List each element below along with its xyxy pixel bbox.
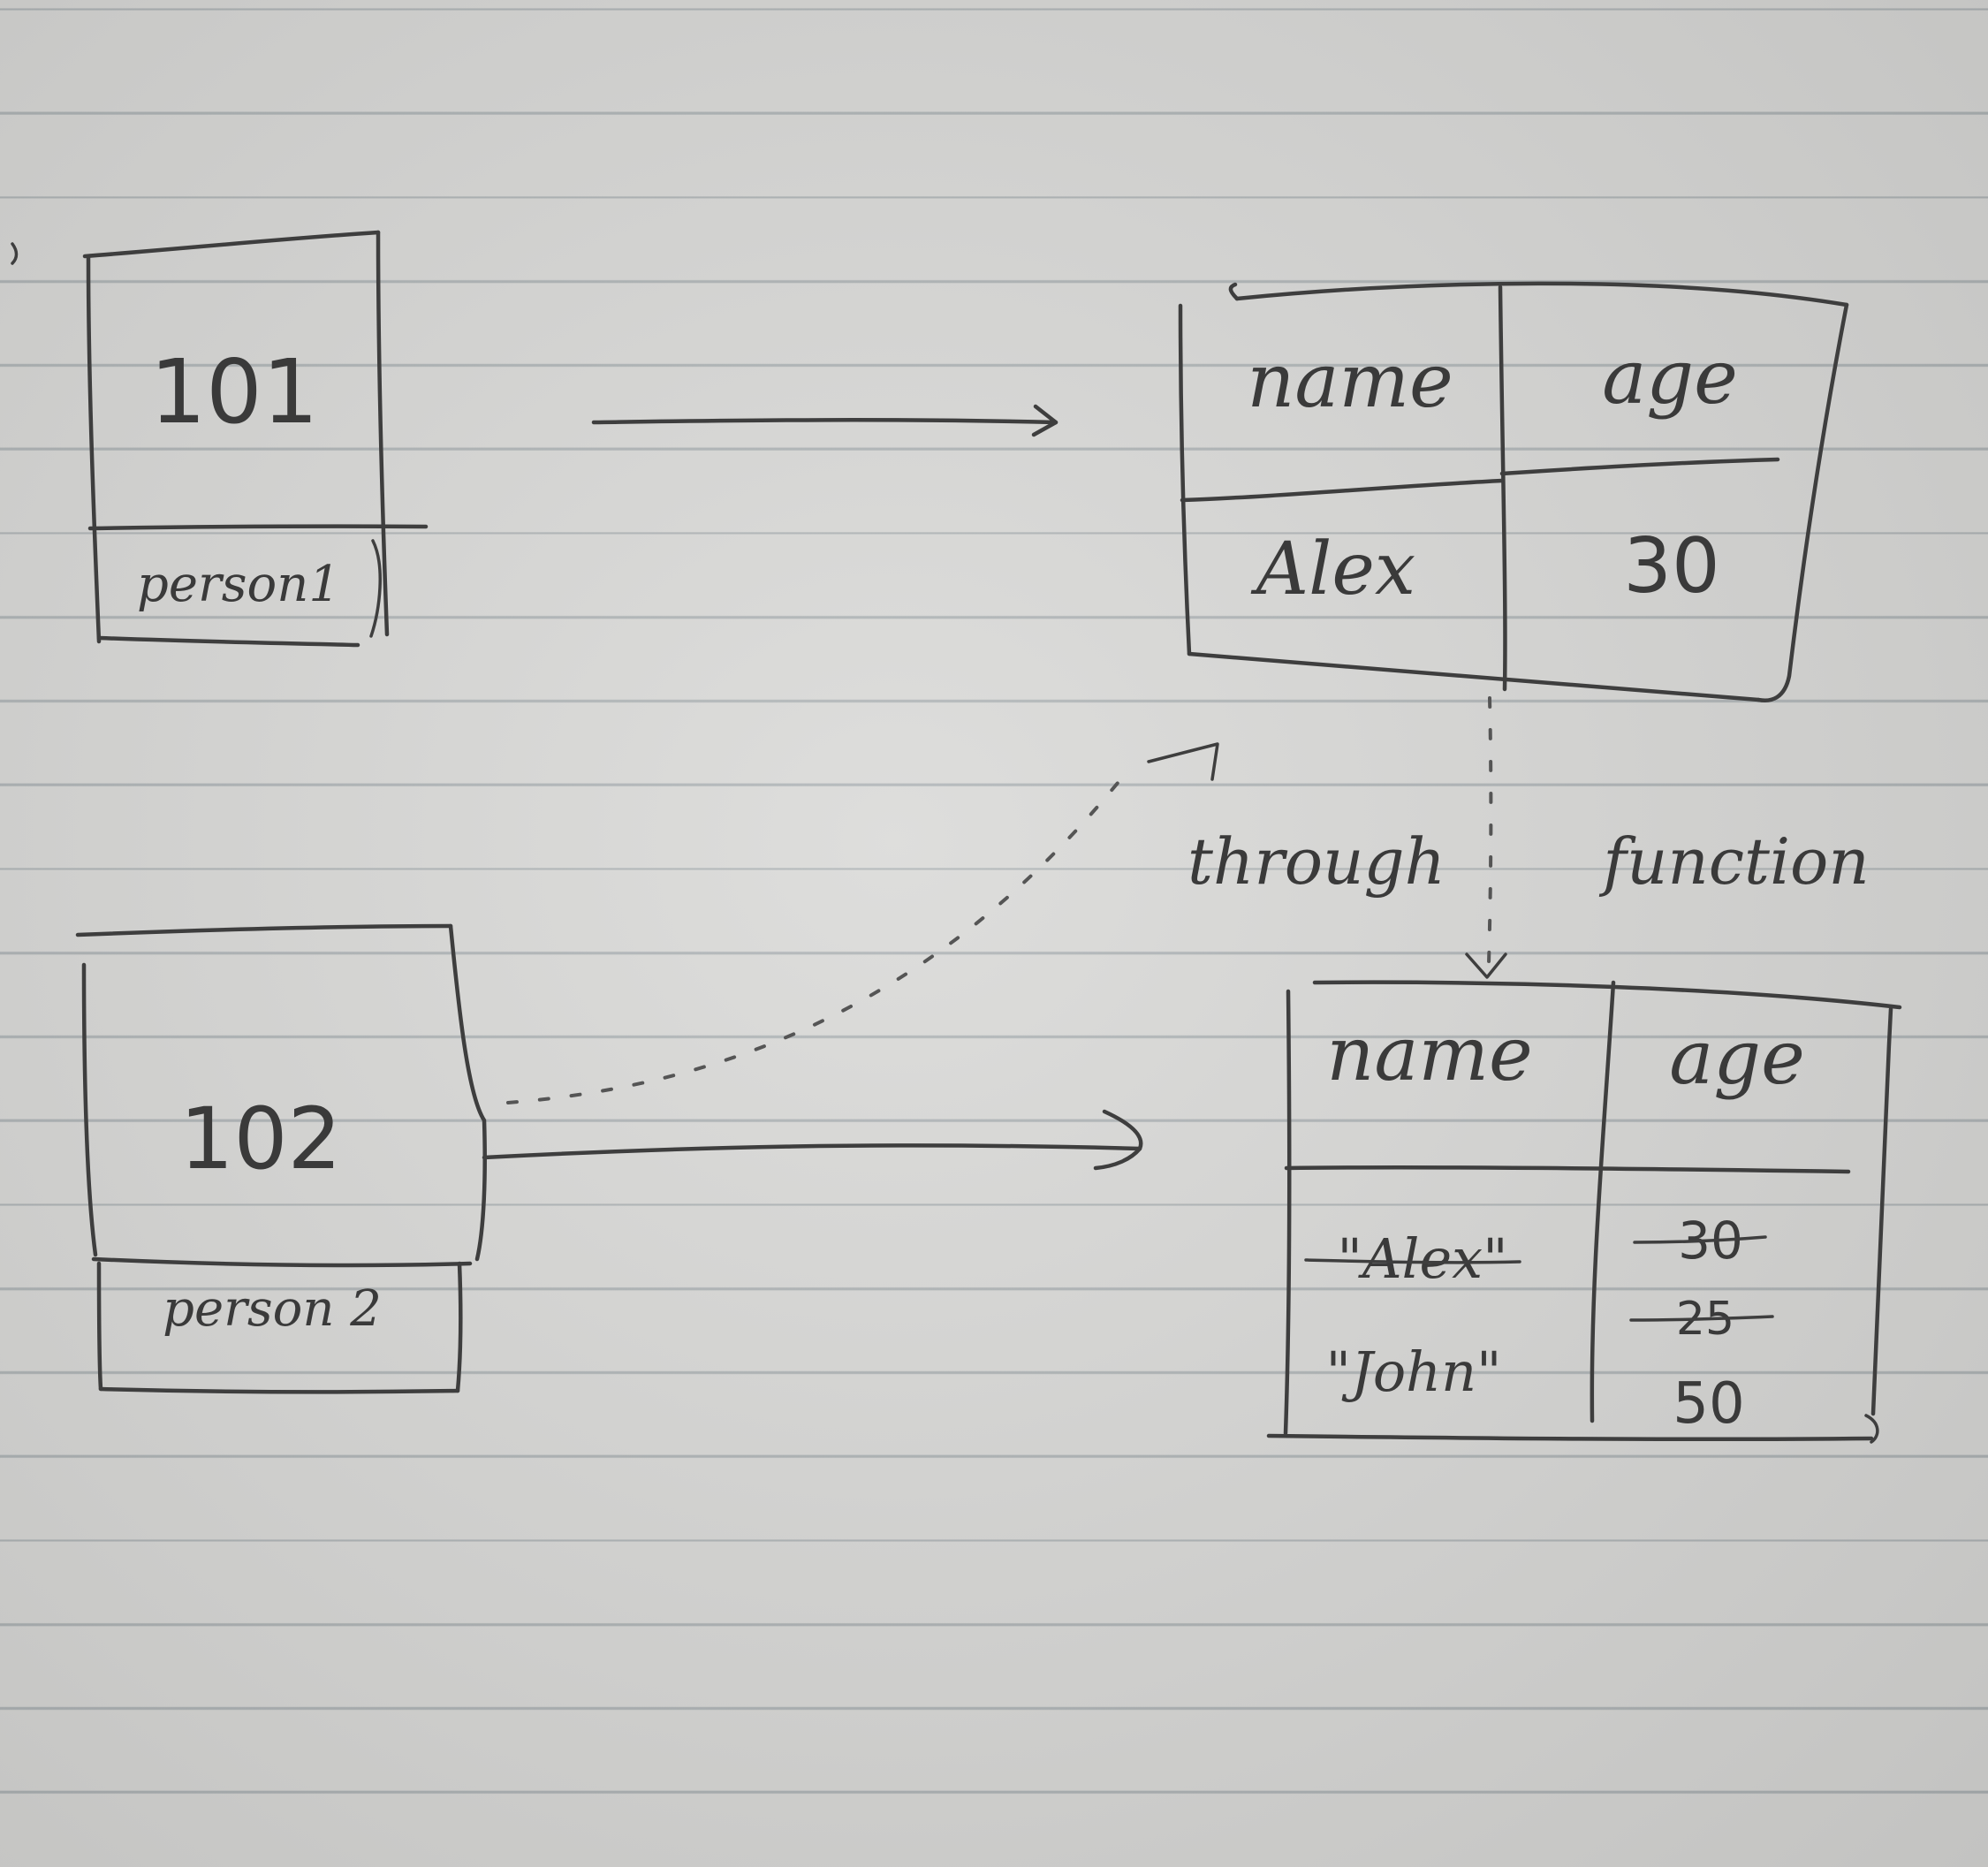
dashed-reference-arrow — [506, 742, 1219, 1104]
person1-address: 101 — [150, 340, 319, 444]
person1-label: person1 — [137, 556, 340, 613]
object2-box: name age "Alex" "John" 30 25 50 — [1266, 980, 1902, 1444]
object2-header-age: age — [1669, 1014, 1805, 1101]
object1-value-name: Alex — [1250, 527, 1415, 611]
object1-header-name: name — [1247, 338, 1453, 424]
copy-dashed-arrow — [1465, 696, 1507, 979]
object1-header-age: age — [1602, 334, 1738, 421]
person2-address: 102 — [179, 1089, 341, 1188]
person1-reference-arrow — [591, 404, 1058, 437]
object2-old-name: "Alex" — [1337, 1226, 1507, 1291]
stray-mark — [11, 242, 19, 265]
object2-header-name: name — [1326, 1011, 1533, 1097]
object1-box: name age Alex 30 — [1178, 281, 1849, 702]
person2-reference-arrow — [482, 1109, 1143, 1171]
person1-variable-box: 101 person1 — [82, 230, 429, 648]
strike-old-age-2 — [1629, 1315, 1774, 1322]
object1-value-age: 30 — [1623, 522, 1719, 611]
object2-current-age: 50 — [1673, 1371, 1744, 1437]
strike-old-name — [1304, 1258, 1521, 1264]
person2-variable-box: 102 person 2 — [75, 923, 487, 1394]
person2-label: person 2 — [163, 1280, 382, 1338]
annotation-through: through — [1187, 824, 1445, 899]
strike-old-age-1 — [1633, 1235, 1767, 1244]
object2-current-name: "John" — [1325, 1340, 1501, 1404]
annotation-function: function — [1598, 824, 1869, 899]
